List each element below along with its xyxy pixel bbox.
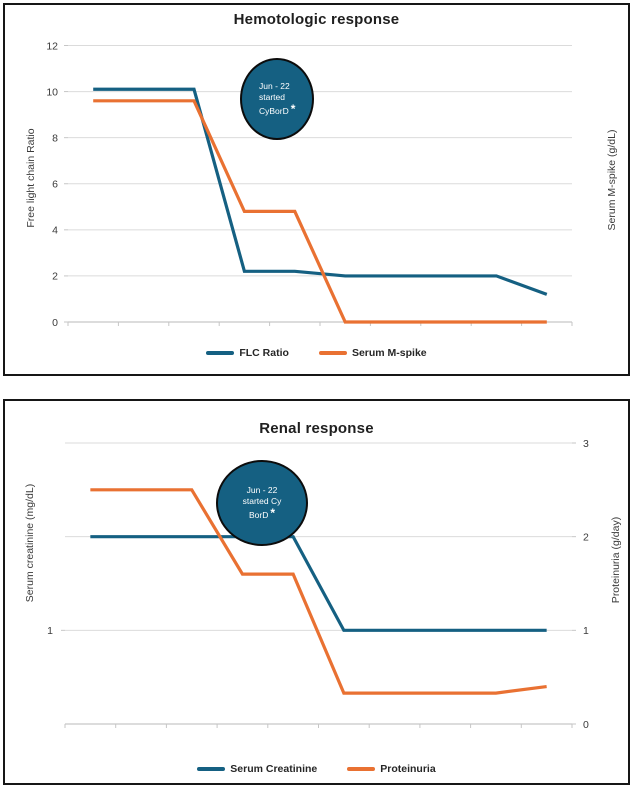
legend-item-flc-ratio: FLC Ratio <box>206 347 289 359</box>
annotation-line: BorD * <box>248 505 276 521</box>
y-tick-label-left: 10 <box>46 86 58 98</box>
legend: FLC Ratio Serum M-spike <box>5 347 628 359</box>
y-tick-label-left: 4 <box>52 225 58 237</box>
renal-response-chart-panel: Renal response Serum creatinine (mg/dL) … <box>3 399 630 785</box>
chart-title: Hemotologic response <box>233 11 400 28</box>
annotation-line: CyBorD * <box>259 101 296 117</box>
legend: Serum Creatinine Proteinuria <box>5 763 628 775</box>
y-tick-label-left: 12 <box>46 40 58 52</box>
plot-area: 1 0 1 2 3 <box>47 438 589 731</box>
hematologic-response-chart-panel: Hemotologic response Free light chain Ra… <box>3 3 630 376</box>
annotation-line-text: CyBorD <box>259 105 289 116</box>
legend-item-serum-creatinine: Serum Creatinine <box>197 763 317 775</box>
series-line-serum-m-spike <box>93 99 547 324</box>
annotation-line: Jun - 22 <box>259 81 290 92</box>
series-line-serum-creatinine <box>90 535 547 632</box>
asterisk: * <box>290 101 296 116</box>
legend-label: Serum Creatinine <box>230 763 318 775</box>
y-tick-label-left: 0 <box>52 317 58 329</box>
annotation-bubble: Jun - 22 started CyBorD * <box>240 58 314 140</box>
y-tick-label-right: 0 <box>583 719 589 731</box>
annotation-line: Jun - 22 <box>246 485 278 496</box>
y-tick-label-left: 6 <box>52 179 58 191</box>
y-tick-label-left: 8 <box>52 132 58 144</box>
series-line-flc-ratio <box>93 87 548 296</box>
y-tick-label-right: 2 <box>583 531 589 543</box>
annotation-line: started Cy <box>242 496 282 507</box>
y-tick-label-right: 1 <box>583 625 589 637</box>
legend-item-serum-m-spike: Serum M-spike <box>318 347 427 359</box>
legend-label: Serum M-spike <box>351 347 427 359</box>
legend-swatch-serum-creatinine <box>197 767 226 771</box>
plot-area: 0 2 4 6 8 10 12 <box>46 40 573 329</box>
annotation-line: started <box>259 92 285 103</box>
asterisk: * <box>270 505 276 520</box>
legend-label: Proteinuria <box>380 763 436 775</box>
y-tick-label-left: 1 <box>47 625 53 637</box>
legend-item-proteinuria: Proteinuria <box>347 763 436 775</box>
series-line-proteinuria <box>90 488 547 695</box>
annotation-line-text: BorD <box>248 509 269 520</box>
y-tick-label-left: 2 <box>52 271 58 283</box>
legend-swatch-flc-ratio <box>206 351 235 355</box>
annotation-bubble: Jun - 22 started Cy BorD * <box>216 460 308 546</box>
legend-swatch-proteinuria <box>347 767 376 771</box>
y-tick-label-right: 3 <box>583 438 589 450</box>
chart-title: Renal response <box>259 420 374 437</box>
legend-swatch-serum-m-spike <box>318 351 347 355</box>
legend-label: FLC Ratio <box>239 347 289 359</box>
